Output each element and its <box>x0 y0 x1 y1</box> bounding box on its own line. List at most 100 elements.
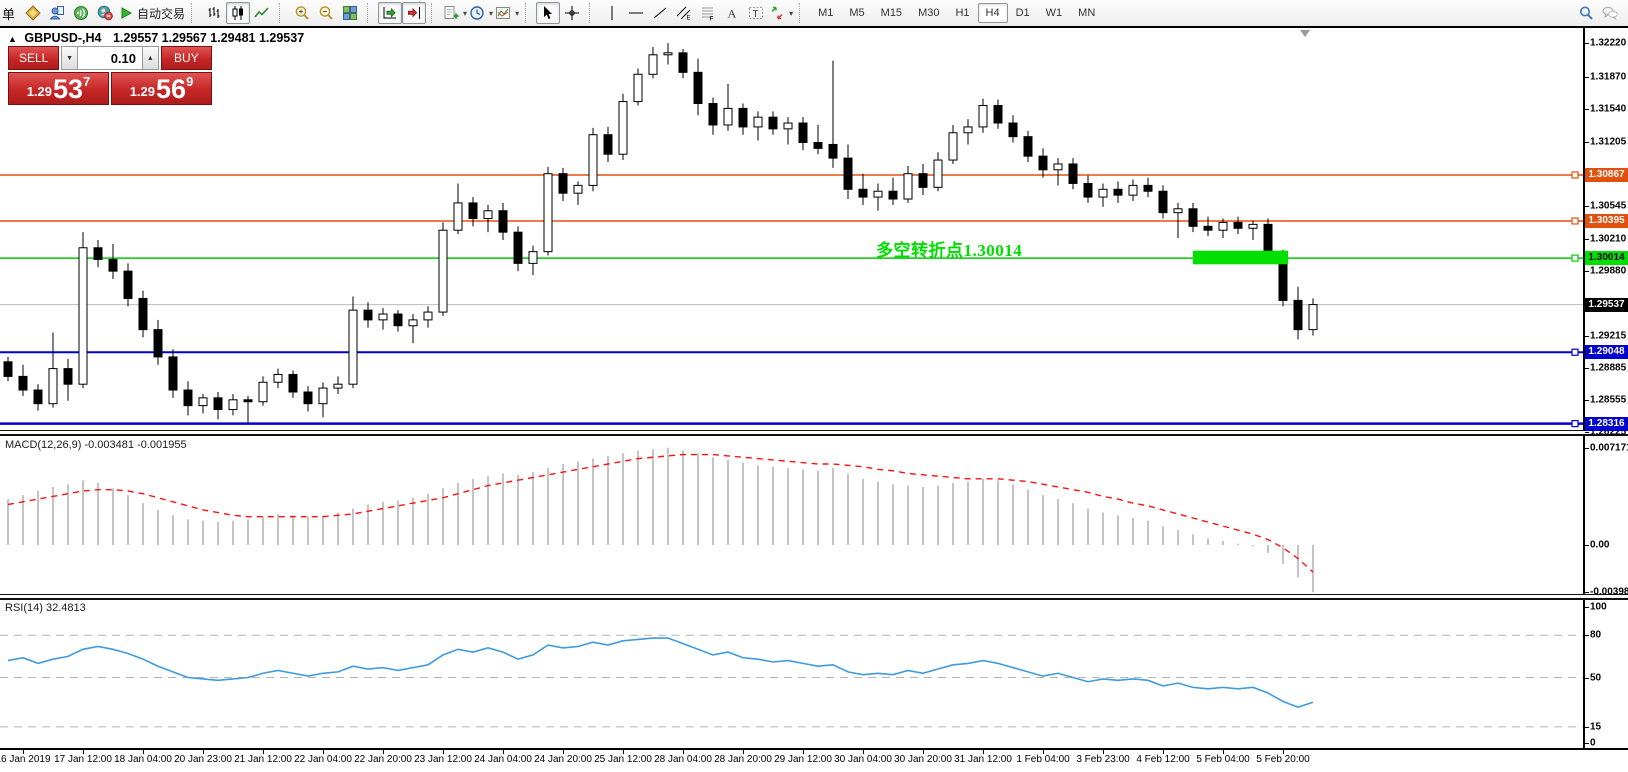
price-tick-label: 1.28885 <box>1590 362 1627 374</box>
time-tick <box>623 750 624 754</box>
rsi-panel[interactable] <box>0 600 1583 748</box>
new-chart-button[interactable]: ▾ <box>442 2 468 24</box>
timeframe-m30-button[interactable]: M30 <box>910 3 947 23</box>
timeframe-w1-button[interactable]: W1 <box>1038 3 1071 23</box>
rsi-splitter[interactable] <box>0 594 1628 600</box>
button-label: MN <box>1078 7 1096 19</box>
toolbar-separator <box>367 3 375 23</box>
timeframe-m1-button[interactable]: M1 <box>810 3 841 23</box>
volume-decrease-button[interactable]: ▼ <box>61 46 78 70</box>
autotrade-button[interactable]: 自动交易 <box>117 2 186 24</box>
time-tick <box>443 750 444 754</box>
arrows-button[interactable]: ▾ <box>768 2 794 24</box>
timeframe-h1-button[interactable]: H1 <box>947 3 977 23</box>
time-tick <box>563 750 564 754</box>
price-tick <box>1585 109 1589 111</box>
time-tick <box>1163 750 1164 754</box>
time-label: 30 Jan 20:00 <box>894 754 952 765</box>
time-tick <box>1103 750 1104 754</box>
main-chart-panel[interactable] <box>0 28 1583 430</box>
time-tick <box>83 750 84 754</box>
auto-scroll-button[interactable] <box>378 2 403 24</box>
market-watch-button[interactable] <box>45 2 69 24</box>
trendline-button[interactable] <box>648 2 672 24</box>
zoom-in-button[interactable] <box>290 2 314 24</box>
period-button[interactable]: ▾ <box>468 2 494 24</box>
chevron-down-icon[interactable]: ▾ <box>789 8 794 18</box>
price-tick-label: 1.30545 <box>1590 200 1627 212</box>
candlestick-button[interactable] <box>226 2 251 24</box>
time-label: 23 Jan 12:00 <box>414 754 472 765</box>
signal-icon <box>73 5 89 21</box>
auto-scroll-icon <box>382 5 398 21</box>
sell-button[interactable]: SELL <box>8 46 60 70</box>
buy-button[interactable]: BUY <box>160 46 212 70</box>
macd-panel[interactable] <box>0 436 1583 594</box>
timeframe-h4-button[interactable]: H4 <box>977 3 1008 23</box>
time-label: 22 Jan 20:00 <box>354 754 412 765</box>
time-label: 22 Jan 04:00 <box>294 754 352 765</box>
horizontal-line-button[interactable] <box>624 2 648 24</box>
new-order-button-clipped[interactable]: 单 <box>2 6 16 22</box>
crosshair-button[interactable] <box>560 2 584 24</box>
time-tick <box>263 750 264 754</box>
toolbar-separator <box>279 3 287 23</box>
horizontal-line-icon <box>628 5 644 21</box>
time-tick <box>23 750 24 754</box>
chart-shift-button[interactable] <box>402 2 427 24</box>
macd-tick <box>1585 592 1589 593</box>
sell-price-tile[interactable]: 1.29 53 7 <box>8 72 109 105</box>
price-tick <box>1585 271 1589 273</box>
time-label: 21 Jan 12:00 <box>234 754 292 765</box>
tile-windows-icon <box>342 5 358 21</box>
rsi-tick <box>1585 635 1589 637</box>
buy-price-tile[interactable]: 1.29 56 9 <box>111 72 212 105</box>
time-label: 5 Feb 20:00 <box>1256 754 1310 765</box>
bar-chart-button[interactable] <box>202 2 226 24</box>
price-tick <box>1585 142 1589 144</box>
search-icon <box>1578 5 1594 21</box>
toolbar-separator <box>431 3 439 23</box>
price-badge: 1.30395 <box>1585 213 1628 228</box>
channel-button[interactable]: E <box>672 2 696 24</box>
main-toolbar: 单 自动交易 ▾ ▾ ▾ E F A T ▾ M1 M5 M15 M30 H1 H4 D1 W1 MN <box>0 0 1628 26</box>
timeframe-m15-button[interactable]: M15 <box>873 3 910 23</box>
collapse-panel-icon[interactable]: ▲ <box>8 34 17 44</box>
price-tick <box>1585 432 1589 434</box>
timeframe-d1-button[interactable]: D1 <box>1008 3 1038 23</box>
timeframe-m5-button[interactable]: M5 <box>841 3 872 23</box>
zoom-out-button[interactable] <box>314 2 338 24</box>
text-button[interactable]: A <box>720 2 744 24</box>
time-tick <box>923 750 924 754</box>
profile-button[interactable] <box>21 2 45 24</box>
signal-button[interactable] <box>69 2 93 24</box>
time-label: 28 Jan 20:00 <box>714 754 772 765</box>
template-button[interactable]: ▾ <box>494 2 520 24</box>
price-badge: 1.30014 <box>1585 251 1628 266</box>
cursor-button[interactable] <box>536 2 561 24</box>
fibonacci-button[interactable]: F <box>696 2 720 24</box>
chevron-down-icon[interactable]: ▾ <box>489 8 494 18</box>
search-button[interactable] <box>1574 2 1598 24</box>
macd-splitter[interactable] <box>0 430 1628 436</box>
chat-button[interactable] <box>1598 2 1622 24</box>
buy-price-pipette: 9 <box>186 74 194 89</box>
tile-windows-button[interactable] <box>338 2 362 24</box>
chevron-down-icon[interactable]: ▾ <box>515 8 520 18</box>
time-label: 4 Feb 12:00 <box>1136 754 1190 765</box>
line-chart-button[interactable] <box>250 2 274 24</box>
timeframe-mn-button[interactable]: MN <box>1070 3 1103 23</box>
volume-increase-button[interactable]: ▲ <box>142 46 159 70</box>
time-tick <box>383 750 384 754</box>
time-label: 1 Feb 04:00 <box>1016 754 1070 765</box>
label-button[interactable]: T <box>744 2 768 24</box>
rsi-tick-label: 15 <box>1590 721 1602 733</box>
vertical-line-button[interactable] <box>600 2 624 24</box>
macd-tick-label: -0.003988 <box>1590 586 1628 598</box>
community-button[interactable] <box>93 2 117 24</box>
volume-input[interactable] <box>78 46 142 70</box>
chevron-down-icon[interactable]: ▾ <box>463 8 468 18</box>
price-tick-label: 1.28555 <box>1590 394 1627 406</box>
fibonacci-icon: F <box>700 5 716 21</box>
